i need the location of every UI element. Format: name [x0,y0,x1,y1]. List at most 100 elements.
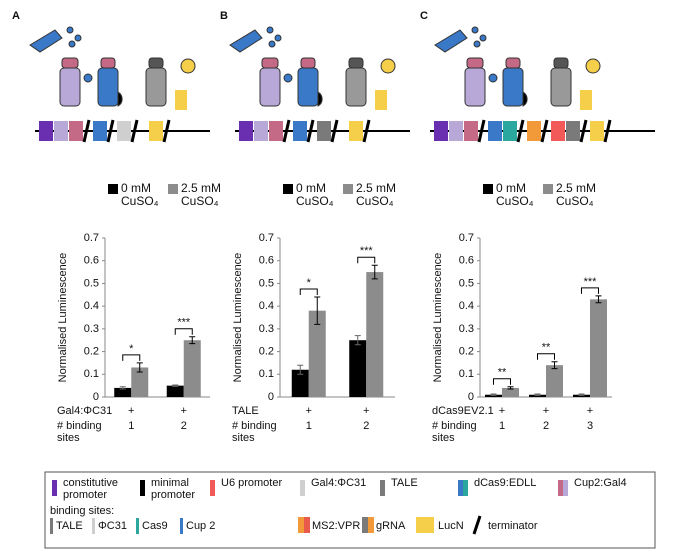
y-tick-label: 0.1 [459,368,474,380]
key-swatch [140,480,145,496]
legend-swatch [108,184,118,194]
bar [349,340,367,397]
legend-swatch [543,184,553,194]
significance-label: ** [542,342,551,354]
y-tick-label: 0.5 [84,277,99,289]
panel-label: B [220,10,228,22]
key-swatch [558,480,563,496]
y-tick-label: 0.4 [259,300,274,312]
key-label: dCas9:EDLL [474,477,537,489]
significance-label: ** [498,367,507,379]
terminator-icon [282,119,291,143]
bar [502,387,519,397]
y-axis-label: Normalised Luminescence [432,253,444,383]
y-tick-label: 0 [468,391,474,403]
key-swatch [463,480,468,496]
y-axis-label: Normalised Luminescence [57,253,69,383]
gene-part [566,121,580,141]
gene-part [239,121,253,141]
y-tick-label: 0 [93,391,99,403]
key-swatch [416,517,434,533]
construct-label: Gal4:ΦC31 [57,405,113,417]
significance-label: * [307,277,312,289]
terminator-icon [330,119,339,143]
significance-label: *** [177,317,191,329]
terminator-icon [603,119,612,143]
x-tick-label: 2 [181,420,187,432]
significance-label: *** [360,245,374,257]
gene-part [488,121,502,141]
y-tick-label: 0.5 [259,277,274,289]
key-swatch [210,480,215,496]
gene-part [254,121,268,141]
key-swatch [304,517,310,533]
gene-part [269,121,283,141]
key-label: TALE [56,520,83,532]
terminator-icon [82,119,91,143]
y-tick-label: 0.1 [259,368,274,380]
significance-label: * [129,343,134,355]
gene-part [293,121,307,141]
construct-mark: + [499,405,505,417]
bar [308,310,326,397]
legend-swatch [168,184,178,194]
construct-label: dCas9EV2.1 [432,405,494,417]
y-tick-label: 0.3 [259,323,274,335]
y-tick-label: 0.6 [459,255,474,267]
y-tick-label: 0.2 [84,345,99,357]
key-label: terminator [488,520,538,532]
y-tick-label: 0.7 [459,232,474,244]
key-swatch [52,480,57,496]
gene-part [449,121,463,141]
sites-label: # binding sites [57,420,102,444]
construct-mark: + [128,405,134,417]
sites-label: # binding sites [232,420,277,444]
y-tick-label: 0.4 [459,300,474,312]
key-swatch [458,480,463,496]
gene-part [551,121,565,141]
y-tick-label: 0.7 [259,232,274,244]
terminator-icon [362,119,371,143]
significance-bracket [357,256,376,264]
significance-bracket [537,353,555,360]
error-bar [578,393,585,396]
legend-label: 2.5 mM CuSO₄ [181,181,222,208]
y-tick-label: 0.3 [84,323,99,335]
legend-swatch [343,184,353,194]
bar [114,387,132,397]
y-tick-label: 0.3 [459,323,474,335]
y-tick-label: 0.4 [84,300,99,312]
legend-label: 0 mM CuSO₄ [296,181,334,208]
key-swatch [136,518,139,534]
bar [131,367,149,397]
legend-label: 2.5 mM CuSO₄ [356,181,397,208]
y-axis-label: Normalised Luminescence [232,253,244,383]
key-swatch [180,518,183,534]
gene-part [69,121,83,141]
y-tick-label: 0.6 [259,255,274,267]
construct-label: TALE [232,405,259,417]
error-bar [172,384,179,387]
key-swatch [368,517,374,533]
key-label: TALE [391,477,418,489]
bar [291,369,309,397]
significance-bracket [122,354,141,361]
key-label: minimal promoter [151,477,196,501]
gene-part [503,121,517,141]
y-tick-label: 0 [268,391,274,403]
key-swatch [472,515,482,535]
key-label: Cas9 [142,520,168,532]
key-label: constitutive promoter [63,477,119,501]
error-bar [371,264,378,280]
x-tick-label: 1 [306,420,312,432]
gene-part [149,121,163,141]
legend-label: 0 mM CuSO₄ [121,181,159,208]
bar [366,272,384,397]
gene-part [39,121,53,141]
significance-bracket [493,378,511,385]
significance-bracket [581,287,599,294]
terminator-icon [106,119,115,143]
construct-mark: + [543,405,549,417]
y-tick-label: 0.5 [459,277,474,289]
terminator-icon [162,119,171,143]
